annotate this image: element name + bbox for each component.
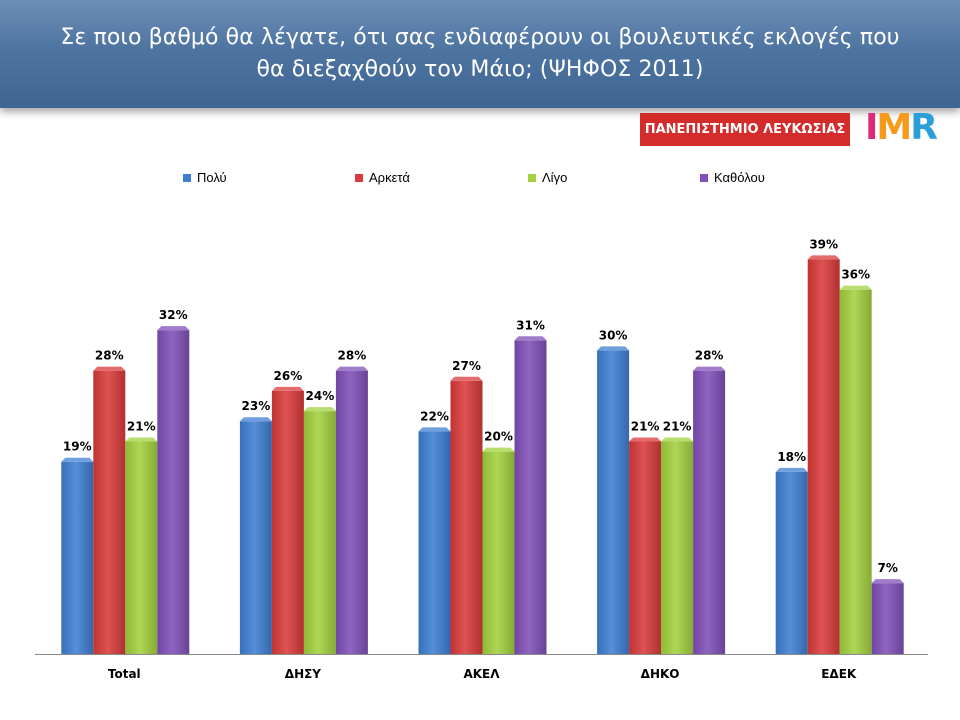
legend-swatch-ligo bbox=[528, 173, 536, 182]
data-label-1-4: 30% bbox=[599, 328, 628, 342]
imr-logo-letter-m: M bbox=[876, 107, 912, 148]
data-label-4-5: 7% bbox=[878, 561, 898, 575]
legend-swatch-polu bbox=[183, 173, 191, 182]
bar-cap-3-3 bbox=[482, 447, 515, 452]
data-label-2-2: 26% bbox=[274, 369, 303, 383]
imr-logo-letter-r: R bbox=[910, 107, 938, 148]
bar-4-1 bbox=[157, 330, 190, 654]
bar-4-3 bbox=[514, 340, 547, 654]
bar-3-4 bbox=[661, 441, 694, 654]
bar-4-2 bbox=[335, 370, 368, 654]
bar-1-5 bbox=[775, 471, 808, 654]
bar-4-4 bbox=[693, 370, 726, 654]
bar-cap-4-2 bbox=[335, 366, 368, 371]
legend-label-ligo: Λίγο bbox=[542, 170, 568, 185]
legend-item-polu: Πολύ bbox=[183, 170, 227, 185]
legend-item-katholou: Καθόλου bbox=[700, 170, 765, 185]
bar-cap-4-5 bbox=[871, 579, 904, 584]
bar-3-1 bbox=[125, 441, 158, 654]
bar-cap-4-3 bbox=[514, 336, 547, 341]
bar-cap-2-5 bbox=[807, 255, 840, 260]
data-label-2-1: 28% bbox=[95, 349, 124, 363]
bar-cap-2-3 bbox=[450, 376, 483, 381]
bar-cap-3-5 bbox=[839, 285, 872, 290]
data-label-2-4: 21% bbox=[631, 419, 660, 433]
legend-label-katholou: Καθόλου bbox=[714, 170, 765, 185]
bar-cap-2-1 bbox=[93, 366, 126, 371]
data-label-3-5: 36% bbox=[841, 268, 870, 282]
bar-1-1 bbox=[61, 461, 94, 654]
title-banner: Σε ποιο βαθμό θα λέγατε, ότι σας ενδιαφέ… bbox=[0, 0, 960, 108]
data-label-4-3: 31% bbox=[516, 318, 545, 332]
legend-item-ligo: Λίγο bbox=[528, 170, 567, 185]
data-label-3-4: 21% bbox=[663, 419, 692, 433]
bar-cap-1-2 bbox=[239, 417, 272, 422]
x-tick-label-5: ΕΔΕΚ bbox=[821, 667, 857, 681]
bar-cap-3-2 bbox=[303, 407, 336, 412]
bar-cap-1-3 bbox=[418, 427, 451, 432]
bar-2-2 bbox=[271, 390, 304, 654]
data-label-3-1: 21% bbox=[127, 419, 156, 433]
bar-2-5 bbox=[807, 259, 840, 654]
data-label-1-1: 19% bbox=[63, 440, 92, 454]
bar-cap-1-4 bbox=[597, 346, 630, 351]
legend-label-arketa: Αρκετά bbox=[369, 170, 410, 185]
bar-2-3 bbox=[450, 380, 483, 654]
legend-item-arketa: Αρκετά bbox=[355, 170, 410, 185]
data-label-1-3: 22% bbox=[420, 409, 449, 423]
bar-1-2 bbox=[239, 421, 272, 654]
legend-swatch-arketa bbox=[355, 173, 363, 182]
bar-4-5 bbox=[871, 583, 904, 654]
x-tick-label-2: ΔΗΣΥ bbox=[285, 667, 322, 681]
x-tick-label-4: ΔΗΚΟ bbox=[641, 667, 680, 681]
data-label-4-2: 28% bbox=[338, 349, 367, 363]
bar-3-2 bbox=[303, 411, 336, 654]
bar-cap-3-4 bbox=[661, 437, 694, 442]
data-label-3-3: 20% bbox=[484, 430, 513, 444]
data-label-4-1: 32% bbox=[159, 308, 188, 322]
bar-cap-3-1 bbox=[125, 437, 158, 442]
chart-title-line-2: θα διεξαχθούν τον Μάιο; (ΨΗΦΟΣ 2011) bbox=[256, 57, 704, 82]
chart-title-line-1: Σε ποιο βαθμό θα λέγατε, ότι σας ενδιαφέ… bbox=[60, 25, 900, 50]
bar-1-4 bbox=[597, 350, 630, 654]
data-label-3-2: 24% bbox=[306, 389, 335, 403]
x-tick-label-3: ΑΚΕΛ bbox=[463, 667, 500, 681]
bar-cap-2-4 bbox=[629, 437, 662, 442]
bar-2-4 bbox=[629, 441, 662, 654]
bar-cap-1-5 bbox=[775, 467, 808, 472]
data-label-1-5: 18% bbox=[777, 450, 806, 464]
data-label-1-2: 23% bbox=[242, 399, 271, 413]
bar-cap-2-2 bbox=[271, 386, 304, 391]
chart-legend: Πολύ Αρκετά Λίγο Καθόλου bbox=[0, 170, 960, 186]
bar-cap-1-1 bbox=[61, 457, 94, 462]
bar-1-3 bbox=[418, 431, 451, 654]
data-label-2-5: 39% bbox=[809, 237, 838, 251]
bar-2-1 bbox=[93, 370, 126, 654]
university-logo: ΠΑΝΕΠΙΣΤΗΜΙΟ ΛΕΥΚΩΣΙΑΣ bbox=[640, 113, 850, 146]
bar-3-3 bbox=[482, 451, 515, 654]
bar-cap-4-4 bbox=[693, 366, 726, 371]
data-label-4-4: 28% bbox=[695, 349, 724, 363]
bar-cap-4-1 bbox=[157, 326, 190, 331]
legend-swatch-katholou bbox=[700, 173, 708, 182]
data-label-2-3: 27% bbox=[452, 359, 481, 373]
x-tick-label-1: Total bbox=[108, 667, 141, 681]
imr-logo-letter-i: I bbox=[865, 107, 878, 148]
imr-logo: IMR bbox=[865, 108, 943, 148]
legend-label-polu: Πολύ bbox=[197, 170, 227, 185]
bar-3-5 bbox=[839, 289, 872, 654]
